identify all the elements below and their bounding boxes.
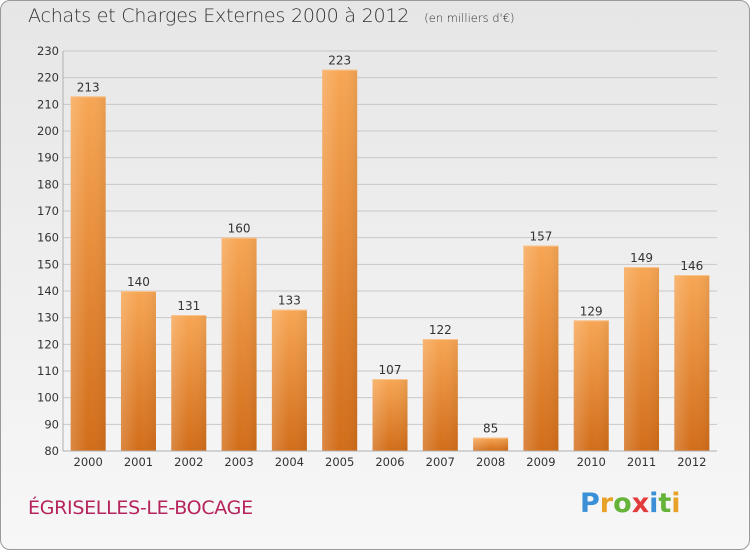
bar-sheen-2012	[674, 275, 710, 451]
y-tick-label: 90	[44, 417, 59, 431]
y-tick-label: 160	[37, 231, 59, 245]
bar-sheen-2008	[473, 437, 509, 451]
x-tick-label-2002: 2002	[174, 455, 203, 469]
x-tick-label-2004: 2004	[275, 455, 304, 469]
axis-layer: 8090100110120130140150160170180190200210…	[37, 44, 717, 469]
x-tick-label-2001: 2001	[124, 455, 153, 469]
chart-unit: (en milliers d'€)	[424, 11, 515, 25]
bar-sheen-2005	[322, 69, 358, 452]
x-tick-label-2009: 2009	[526, 455, 555, 469]
logo-letter: r	[599, 488, 614, 519]
value-label-2001: 140	[127, 275, 150, 289]
value-label-2003: 160	[228, 222, 251, 236]
proxiti-logo[interactable]: Proxiti	[580, 488, 681, 519]
commune-name: ÉGRISELLES-LE-BOCAGE	[28, 497, 253, 519]
bar-sheen-2009	[523, 245, 559, 451]
logo-letter: x	[631, 488, 650, 519]
y-tick-label: 140	[37, 284, 59, 298]
bar-layer	[70, 69, 710, 452]
x-tick-label-2003: 2003	[224, 455, 253, 469]
y-tick-label: 120	[37, 337, 59, 351]
x-tick-label-2007: 2007	[426, 455, 455, 469]
value-label-2009: 157	[529, 230, 552, 244]
x-tick-label-2008: 2008	[476, 455, 505, 469]
value-label-2000: 213	[77, 80, 100, 94]
value-label-2006: 107	[379, 363, 402, 377]
y-tick-label: 130	[37, 311, 59, 325]
y-tick-label: 210	[37, 97, 59, 111]
y-tick-label: 190	[37, 151, 59, 165]
bar-sheen-2003	[221, 237, 257, 451]
logo-letter: P	[580, 488, 600, 519]
y-tick-label: 80	[44, 444, 59, 458]
chart-title: Achats et Charges Externes 2000 à 2012	[28, 5, 410, 27]
logo-letter: o	[613, 488, 632, 519]
logo-letter: i	[671, 488, 681, 519]
bar-sheen-2000	[70, 96, 106, 451]
logo-letter: i	[649, 488, 659, 519]
bar-sheen-2001	[120, 291, 156, 451]
bar-sheen-2006	[372, 379, 408, 451]
label-layer: 213 140 131 160 133 223 107 122 85 157 129 149 146	[77, 54, 704, 436]
y-tick-label: 150	[37, 257, 59, 271]
x-tick-label-2000: 2000	[74, 455, 103, 469]
value-label-2011: 149	[630, 251, 653, 265]
value-label-2010: 129	[580, 304, 603, 318]
title-row: Achats et Charges Externes 2000 à 2012 (…	[28, 5, 514, 27]
x-tick-label-2006: 2006	[375, 455, 404, 469]
bar-sheen-2002	[171, 315, 207, 451]
bar-sheen-2004	[271, 309, 307, 451]
x-tick-label-2010: 2010	[577, 455, 606, 469]
x-tick-label-2012: 2012	[677, 455, 706, 469]
value-label-2005: 223	[328, 54, 351, 68]
y-tick-label: 100	[37, 391, 59, 405]
y-tick-label: 200	[37, 124, 59, 138]
bar-sheen-2010	[573, 320, 609, 451]
bar-sheen-2011	[624, 267, 660, 451]
y-tick-label: 170	[37, 204, 59, 218]
logo-letter: t	[658, 488, 672, 519]
y-tick-label: 230	[37, 44, 59, 58]
value-label-2004: 133	[278, 294, 301, 308]
x-tick-label-2011: 2011	[627, 455, 656, 469]
value-label-2007: 122	[429, 323, 452, 337]
value-label-2012: 146	[680, 259, 703, 273]
x-tick-label-2005: 2005	[325, 455, 354, 469]
y-tick-label: 180	[37, 177, 59, 191]
bar-sheen-2007	[422, 339, 458, 451]
y-tick-label: 220	[37, 71, 59, 85]
value-label-2002: 131	[177, 299, 200, 313]
y-tick-label: 110	[37, 364, 59, 378]
value-label-2008: 85	[483, 422, 498, 436]
